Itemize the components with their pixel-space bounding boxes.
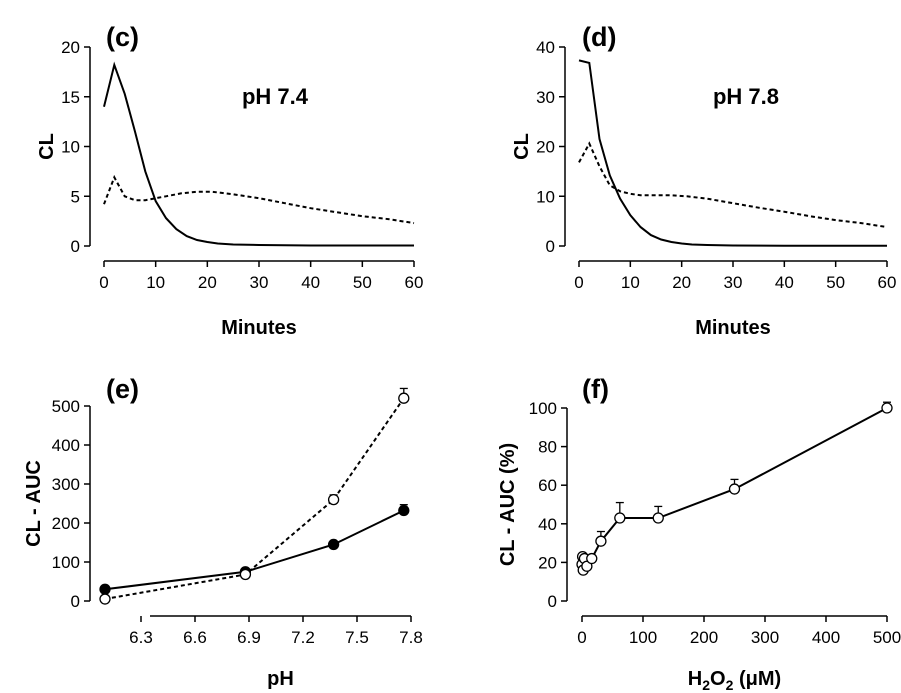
y-tick-label: 15 [61, 88, 80, 107]
data-point [99, 593, 111, 605]
y-tick-label: 20 [61, 38, 80, 57]
x-tick-label: 500 [873, 628, 901, 647]
panel-letter: (d) [582, 22, 616, 52]
data-point [586, 552, 598, 565]
data-point [728, 483, 741, 495]
x-tick-label: 7.8 [399, 628, 423, 647]
chart-panel-e: (e) 0 100 200 300 400 500 6.3 6.6 6.9 7.2 7.5 7.8 CL … [23, 374, 423, 690]
x-tick-label: 10 [146, 273, 165, 292]
x-tick-label: 30 [724, 273, 743, 292]
x-tick-label: 20 [198, 273, 217, 292]
series-line-1 [104, 397, 405, 600]
chart-panel-f: (f) 0 20 40 60 80 100 0 100 200 300 400 500 CL - AUC … [497, 374, 901, 693]
series-line-1 [103, 174, 415, 225]
y-tick-label: 400 [52, 436, 80, 455]
data-point [239, 568, 252, 581]
x-tick-label: 400 [812, 628, 840, 647]
y-tick-label: 40 [536, 38, 555, 57]
x-tick-label: 6.3 [129, 628, 153, 647]
y-tick-label: 10 [536, 187, 555, 206]
y-tick-label: 100 [52, 553, 80, 572]
data-point [652, 512, 664, 524]
y-tick-label: 0 [546, 237, 555, 256]
y-tick-label: 200 [52, 514, 80, 533]
y-tick-label: 500 [52, 397, 80, 416]
x-tick-label: 0 [577, 628, 586, 647]
series-line-0 [578, 59, 887, 247]
x-tick-label: 40 [775, 273, 794, 292]
x-tick-label: 0 [99, 273, 108, 292]
data-point [398, 392, 410, 404]
x-tick-label: 7.5 [345, 628, 369, 647]
x-tick-label: 50 [353, 273, 372, 292]
y-tick-label: 30 [536, 88, 555, 107]
data-point [327, 493, 340, 506]
x-tick-label: 6.9 [237, 628, 261, 647]
y-tick-label: 60 [538, 476, 557, 495]
x-tick-label: 10 [621, 273, 640, 292]
panel-letter: (c) [106, 22, 139, 52]
panel-title: pH 7.4 [242, 84, 309, 109]
x-tick-label: 40 [301, 273, 320, 292]
x-axis-label: Minutes [221, 317, 297, 339]
y-tick-label: 80 [538, 438, 557, 457]
x-tick-label: 20 [672, 273, 691, 292]
x-tick-label: 60 [878, 273, 897, 292]
x-axis-label: Minutes [695, 317, 771, 339]
x-tick-label: 50 [826, 273, 845, 292]
y-axis-label: CL - AUC (%) [497, 443, 519, 566]
x-axis-label: pH [267, 668, 294, 690]
x-tick-label: 30 [250, 273, 269, 292]
y-tick-label: 0 [71, 592, 80, 611]
y-axis-label: CL [36, 133, 58, 160]
y-tick-label: 300 [52, 475, 80, 494]
y-axis-label: CL [511, 133, 533, 160]
panel-letter: (e) [106, 374, 139, 404]
data-point [99, 583, 111, 595]
data-point [327, 538, 340, 551]
y-tick-label: 100 [529, 399, 557, 418]
x-tick-label: 6.6 [183, 628, 207, 647]
y-axis-label: CL - AUC [23, 460, 45, 547]
x-tick-label: 200 [690, 628, 718, 647]
data-point [398, 504, 410, 517]
chart-panel-c: (c) pH 7.4 0 5 10 15 20 0 10 20 30 40 50 60 CL Minutes [36, 22, 423, 339]
series-line-0 [104, 509, 405, 591]
y-tick-label: 0 [548, 592, 557, 611]
x-tick-label: 60 [405, 273, 424, 292]
y-tick-label: 10 [61, 138, 80, 157]
chart-panel-d: (d) pH 7.8 0 10 20 30 40 0 10 20 30 40 50 60 CL Minutes [511, 22, 896, 339]
y-tick-label: 20 [536, 138, 555, 157]
data-point [595, 535, 607, 547]
y-tick-label: 40 [538, 515, 557, 534]
x-tick-label: 300 [751, 628, 779, 647]
series-line-0 [103, 61, 414, 247]
y-tick-label: 0 [71, 237, 80, 256]
panel-letter: (f) [582, 374, 609, 404]
x-tick-label: 0 [574, 273, 583, 292]
x-tick-label: 7.2 [291, 628, 315, 647]
data-point [881, 402, 893, 414]
x-tick-label: 100 [629, 628, 657, 647]
y-tick-label: 5 [71, 187, 80, 206]
series-line-1 [578, 141, 888, 229]
y-tick-label: 20 [538, 553, 557, 572]
data-point [614, 512, 626, 524]
panel-title: pH 7.8 [713, 84, 779, 109]
x-axis-label: H2O2 (μM) [688, 668, 781, 693]
